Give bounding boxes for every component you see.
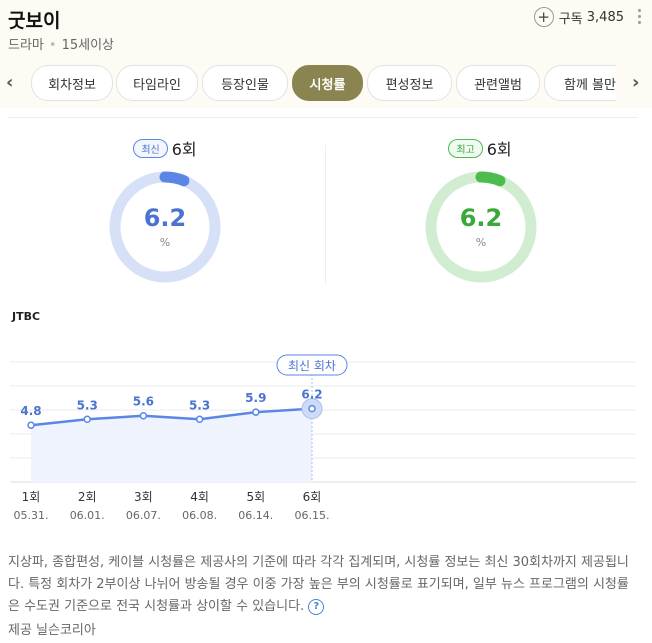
prev-arrow-icon[interactable]: ‹ — [6, 72, 14, 93]
highest-rating-block: 최고 6회 — [400, 136, 560, 160]
latest-badge: 최신 — [133, 138, 168, 158]
data-point[interactable] — [195, 415, 204, 424]
latest-rating-ring — [109, 171, 221, 283]
notice-text: 지상파, 종합편성, 케이블 시청률은 제공사의 기준에 따라 각각 집계되며,… — [8, 555, 629, 614]
data-point[interactable] — [139, 411, 148, 420]
series-line — [30, 407, 313, 427]
x-tick-label: 6회 — [303, 490, 322, 504]
x-date-label: 06.01. — [70, 509, 105, 522]
ratings-notice: 지상파, 종합편성, 케이블 시청률은 제공사의 기준에 따라 각각 집계되며,… — [8, 552, 640, 618]
more-options-icon[interactable] — [638, 9, 642, 27]
tab-cast[interactable]: 등장인물 — [202, 65, 288, 101]
data-provider: 제공 닐슨코리아 — [8, 623, 96, 638]
tab-albums[interactable]: 관련앨범 — [456, 65, 540, 101]
latest-rating-block: 최신 6회 — [85, 136, 245, 160]
next-arrow-icon[interactable]: › — [632, 72, 640, 93]
latest-unit: % — [159, 236, 171, 249]
latest-episode: 6회 — [171, 140, 197, 159]
tab-ratings[interactable]: 시청률 — [292, 65, 363, 101]
data-point[interactable] — [83, 415, 91, 424]
plus-icon: + — [533, 7, 554, 27]
data-label: 5.3 — [189, 398, 210, 412]
highest-unit: % — [475, 236, 487, 249]
latest-episode-annotation — [276, 354, 348, 376]
x-tick-label: 3회 — [134, 490, 153, 504]
ratings-line-chart: 4.8 1회 05.31. 5.3 2회 06.01. 5.6 3회 06.07. 5.3 4회 06… — [10, 354, 636, 522]
ring-progress — [425, 171, 537, 283]
age-rating: 15세이상 — [61, 38, 114, 53]
tab-schedule[interactable]: 편성정보 — [367, 65, 452, 101]
x-tick-label: 4회 — [190, 490, 209, 504]
chart-title: JTBC — [12, 310, 41, 323]
page-title: 굿보이 — [8, 10, 61, 32]
data-point[interactable] — [308, 404, 316, 413]
subscribe-button[interactable]: + 구독 3,485 — [533, 6, 624, 28]
latest-value: 6.2 — [143, 204, 187, 232]
x-tick-label: 2회 — [78, 490, 97, 504]
subscribe-count: 3,485 — [586, 9, 624, 25]
tab-timeline[interactable]: 타임라인 — [116, 65, 198, 101]
subscribe-label: 구독 — [558, 11, 583, 27]
x-tick-label: 5회 — [246, 490, 265, 504]
help-icon[interactable]: ? — [308, 598, 325, 615]
vertical-divider — [325, 145, 326, 285]
genre-label: 드라마 — [8, 38, 44, 53]
annotation-label: 최신 회차 — [288, 359, 336, 373]
tab-viewport: 회차정보 타임라인 등장인물 시청률 편성정보 관련앨범 함께 볼만 — [28, 65, 616, 101]
x-tick-label: 1회 — [22, 490, 41, 504]
data-point[interactable] — [27, 421, 35, 429]
area-fill — [31, 408, 312, 482]
header: 굿보이 드라마 • 15세이상 + 구독 3,485 — [0, 0, 652, 58]
data-point[interactable] — [252, 408, 260, 416]
highest-rating-ring — [425, 171, 537, 283]
x-date-label: 05.31. — [14, 509, 49, 522]
highest-value: 6.2 — [459, 204, 503, 232]
data-label: 6.2 — [301, 388, 322, 402]
data-label: 5.6 — [133, 395, 154, 409]
highest-episode: 6회 — [486, 140, 512, 159]
highest-badge: 최고 — [448, 138, 483, 158]
program-meta: 드라마 • 15세이상 — [8, 34, 114, 53]
x-date-label: 06.15. — [295, 509, 330, 522]
x-date-label: 06.07. — [126, 509, 161, 522]
divider — [8, 117, 638, 118]
data-label: 5.3 — [77, 398, 98, 412]
separator-dot: • — [48, 38, 57, 53]
data-label: 4.8 — [20, 404, 41, 418]
tab-related[interactable]: 함께 볼만 — [544, 65, 616, 101]
x-date-label: 06.14. — [238, 509, 273, 522]
tab-bar: ‹ 회차정보 타임라인 등장인물 시청률 편성정보 관련앨범 함께 볼만 › — [0, 58, 652, 108]
tab-episodes[interactable]: 회차정보 — [31, 65, 113, 101]
x-date-label: 06.08. — [182, 509, 217, 522]
data-label: 5.9 — [245, 391, 266, 405]
ring-progress — [109, 171, 221, 283]
